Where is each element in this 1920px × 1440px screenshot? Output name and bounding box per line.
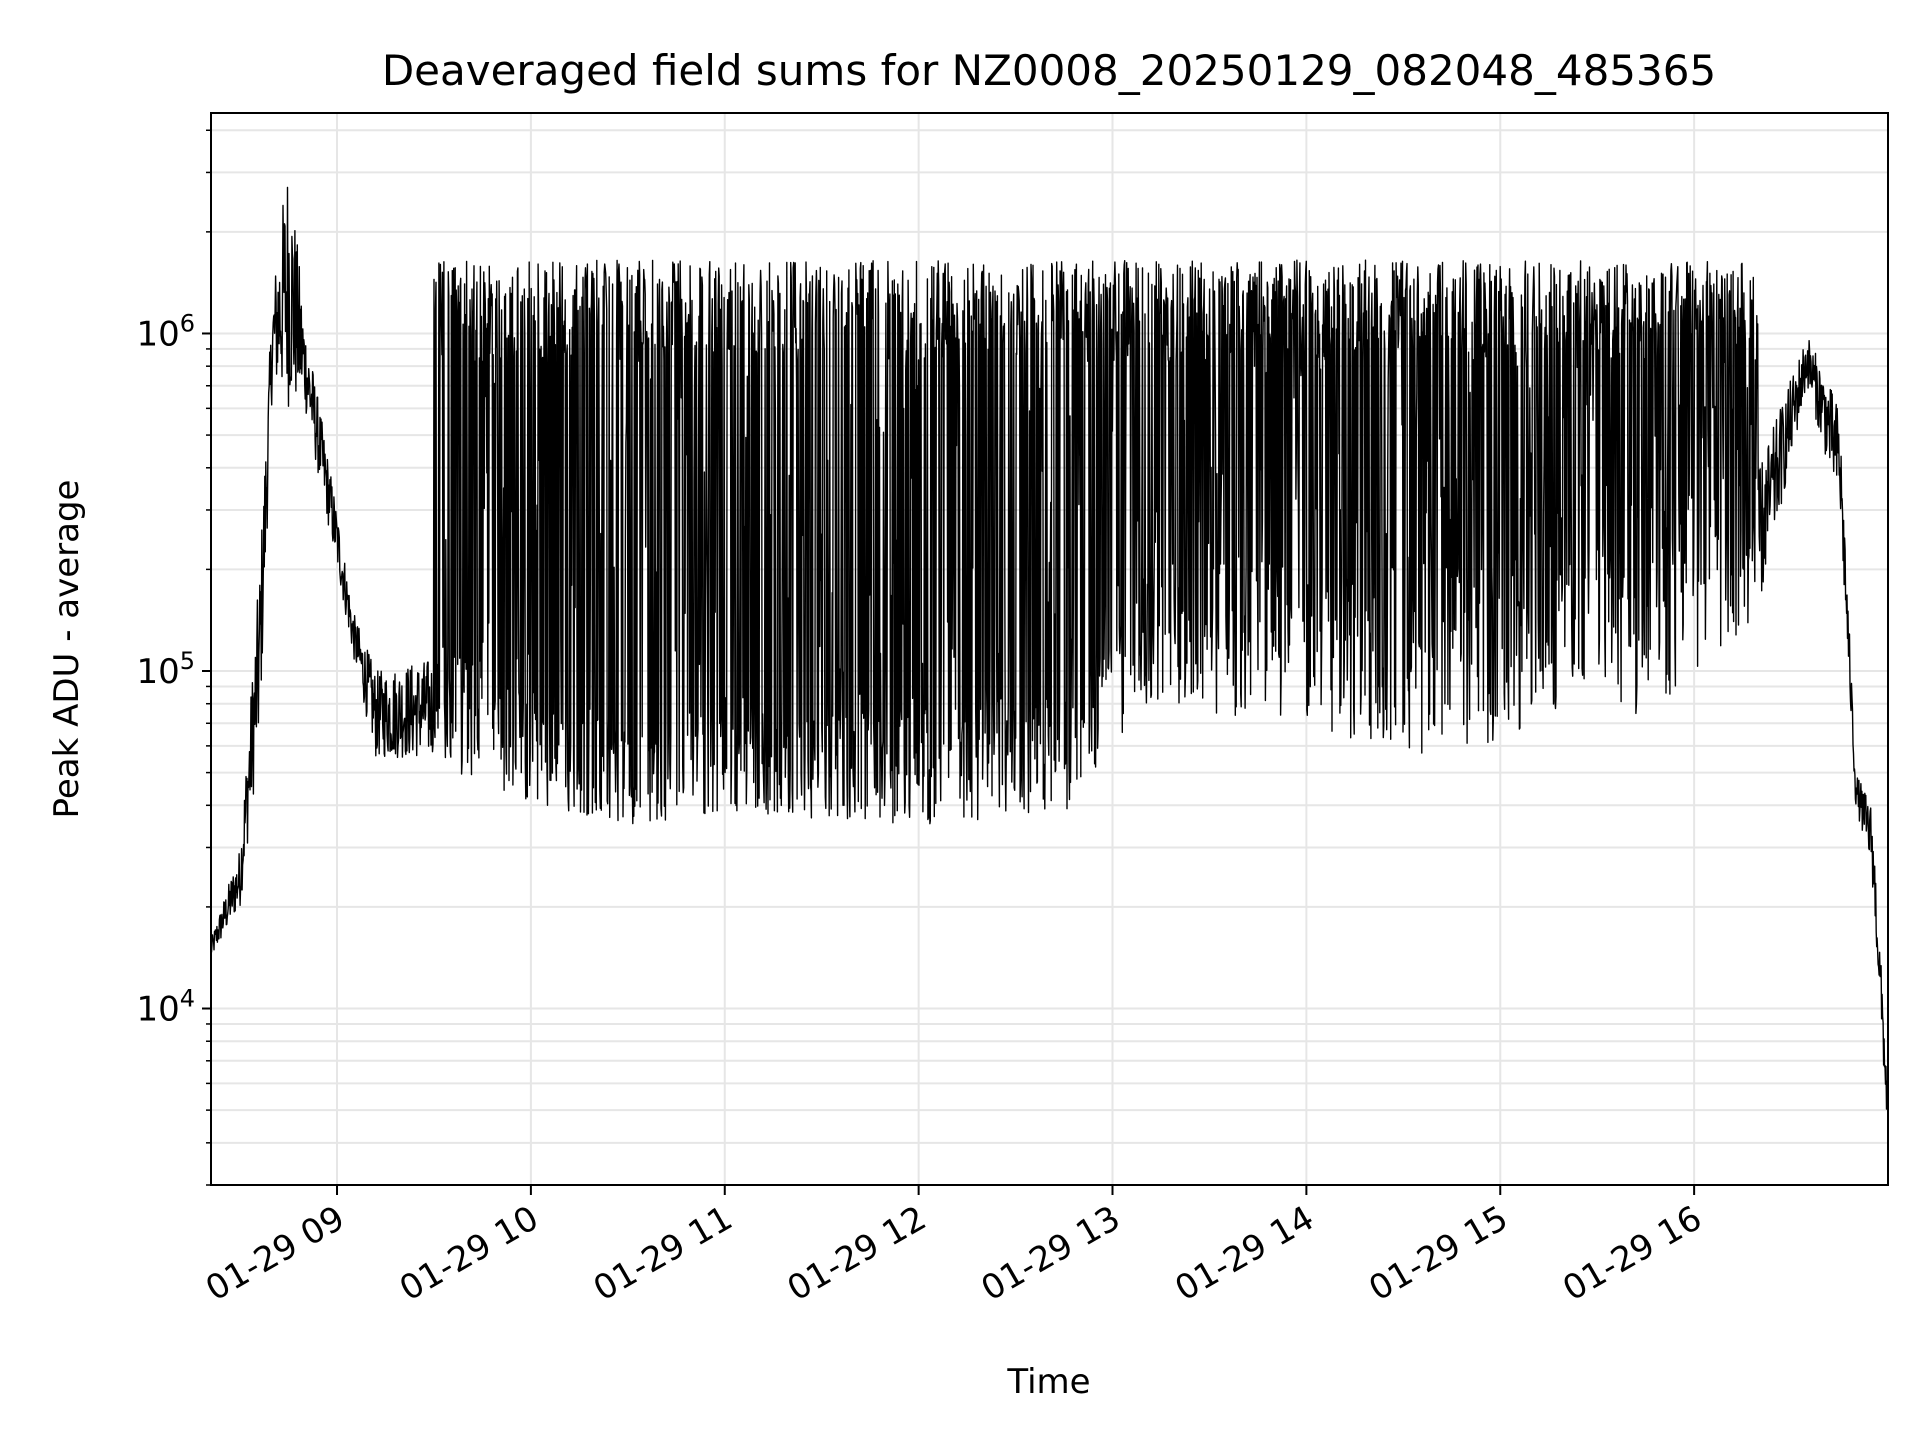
y-tick-label: 105 [136,647,195,692]
axis-ticks [202,129,1696,1195]
x-axis-label: Time [1006,1362,1090,1402]
series-layer [210,186,1889,1110]
series-line [210,186,1889,1110]
y-tick-label: 104 [136,985,195,1030]
y-axis-label: Peak ADU - average [47,480,87,819]
y-tick-label: 106 [136,309,195,354]
chart-title: Deaveraged field sums for NZ0008_2025012… [382,46,1716,95]
plot-frame [210,112,1889,1186]
